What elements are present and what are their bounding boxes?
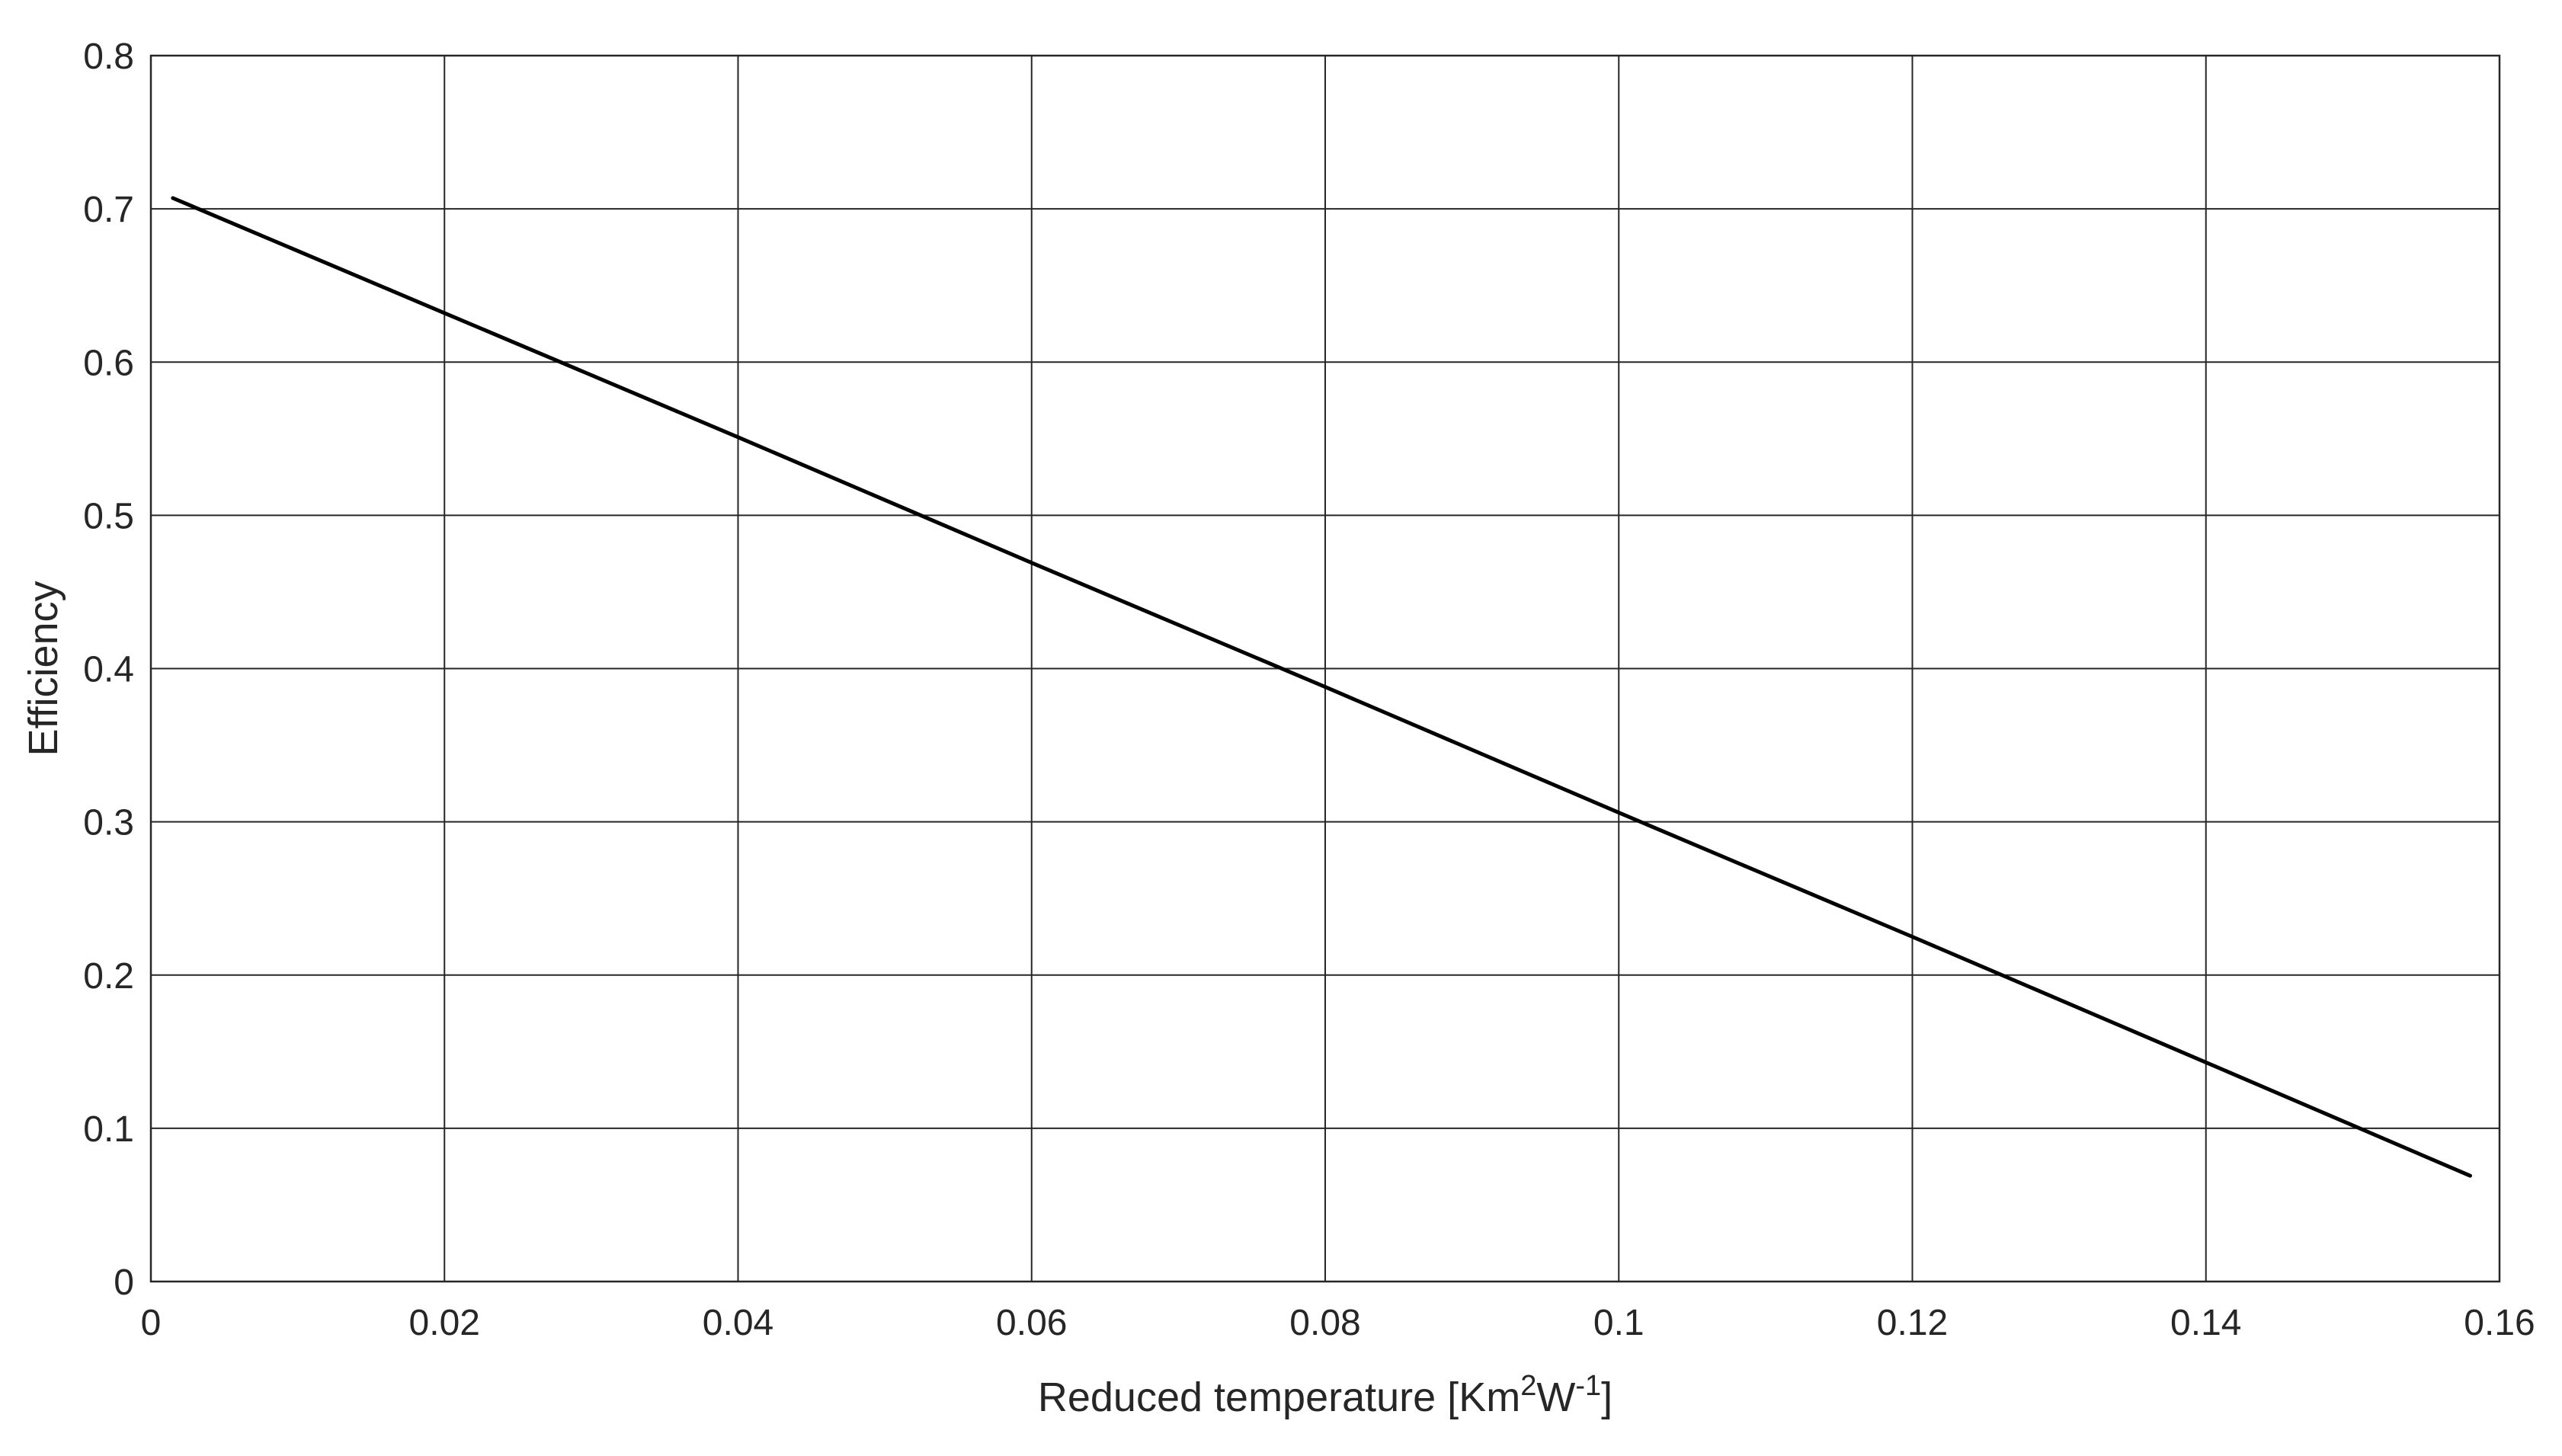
y-tick-labels: 0 0.1 0.2 0.3 0.4 0.5 0.6 0.7 0.8 bbox=[83, 37, 134, 1303]
x-axis-label-sup2: -1 bbox=[1575, 1370, 1601, 1402]
grid-layer bbox=[150, 55, 2500, 1282]
x-tick-label: 0.16 bbox=[2464, 1303, 2535, 1343]
plot-frame bbox=[149, 54, 2501, 1283]
x-tick-label: 0.04 bbox=[703, 1303, 773, 1343]
x-tick-label: 0 bbox=[141, 1303, 162, 1343]
x-axis-label-end: ] bbox=[1601, 1374, 1612, 1420]
y-tick-label: 0.3 bbox=[83, 803, 134, 843]
x-tick-label: 0.1 bbox=[1593, 1303, 1644, 1343]
y-tick-label: 0.7 bbox=[83, 190, 134, 230]
y-tick-label: 0.1 bbox=[83, 1109, 134, 1150]
x-axis-label-base: Reduced temperature [Km bbox=[1038, 1374, 1520, 1420]
x-tick-label: 0.02 bbox=[409, 1303, 480, 1343]
y-tick-label: 0.4 bbox=[83, 650, 134, 690]
x-tick-label: 0.14 bbox=[2170, 1303, 2241, 1343]
y-tick-label: 0.6 bbox=[83, 343, 134, 383]
series-layer bbox=[171, 196, 2472, 1178]
x-axis-label: Reduced temperature [Km2W-1] bbox=[1038, 1370, 1612, 1420]
y-axis-label: Efficiency bbox=[21, 581, 66, 756]
y-tick-label: 0 bbox=[114, 1262, 134, 1303]
y-tick-label: 0.2 bbox=[83, 956, 134, 997]
y-tick-label: 0.5 bbox=[83, 496, 134, 536]
x-tick-labels: 0 0.02 0.04 0.06 0.08 0.1 0.12 0.14 0.16 bbox=[141, 1303, 2535, 1343]
x-axis-label-sup1: 2 bbox=[1520, 1370, 1536, 1402]
x-tick-label: 0.08 bbox=[1289, 1303, 1360, 1343]
series-line-0 bbox=[171, 196, 2472, 1178]
x-axis-label-mid: W bbox=[1536, 1374, 1575, 1420]
x-tick-label: 0.12 bbox=[1877, 1303, 1948, 1343]
x-tick-label: 0.06 bbox=[996, 1303, 1067, 1343]
y-tick-label: 0.8 bbox=[83, 37, 134, 77]
